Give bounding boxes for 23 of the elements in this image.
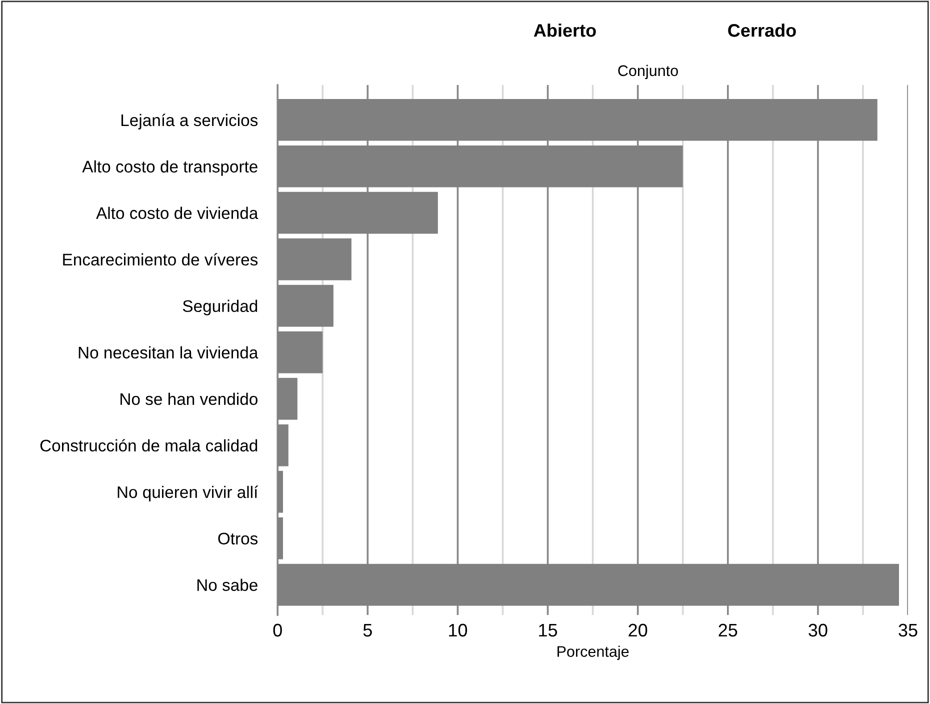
x-tick-label: 0 xyxy=(273,624,282,637)
text: Conjunto xyxy=(618,64,678,80)
x-tick-label: 15 xyxy=(539,624,558,637)
y-tick-label: Seguridad xyxy=(182,300,258,316)
y-tick-label: Encarecimiento de víveres xyxy=(63,253,258,266)
x-tick-label: 5 xyxy=(363,624,372,637)
x-tick-label: 25 xyxy=(718,624,738,637)
y-tick-label: No quieren vivir allí xyxy=(118,486,258,502)
x-tick-label: 35 xyxy=(898,624,918,637)
x-axis-title: Porcentaje xyxy=(558,646,629,660)
y-tick-label: Otros xyxy=(218,532,258,544)
text: Abierto xyxy=(534,24,596,37)
x-tick-label: 30 xyxy=(808,624,828,637)
y-tick-label: Alto costo de vivienda xyxy=(96,206,258,220)
y-tick-label: No sabe xyxy=(197,578,258,591)
text: Cerrado xyxy=(728,24,796,37)
x-tick-label: 10 xyxy=(449,624,468,637)
x-tick-label: 20 xyxy=(628,624,648,637)
y-tick-label: No necesitan la vivienda xyxy=(78,346,258,359)
y-tick-label: Alto costo de transporte xyxy=(82,160,258,176)
y-tick-label: Lejanía a servicios xyxy=(121,114,258,130)
y-tick-label: Construcción de mala calidad xyxy=(40,439,258,452)
y-tick-label: No se han vendido xyxy=(120,392,258,406)
